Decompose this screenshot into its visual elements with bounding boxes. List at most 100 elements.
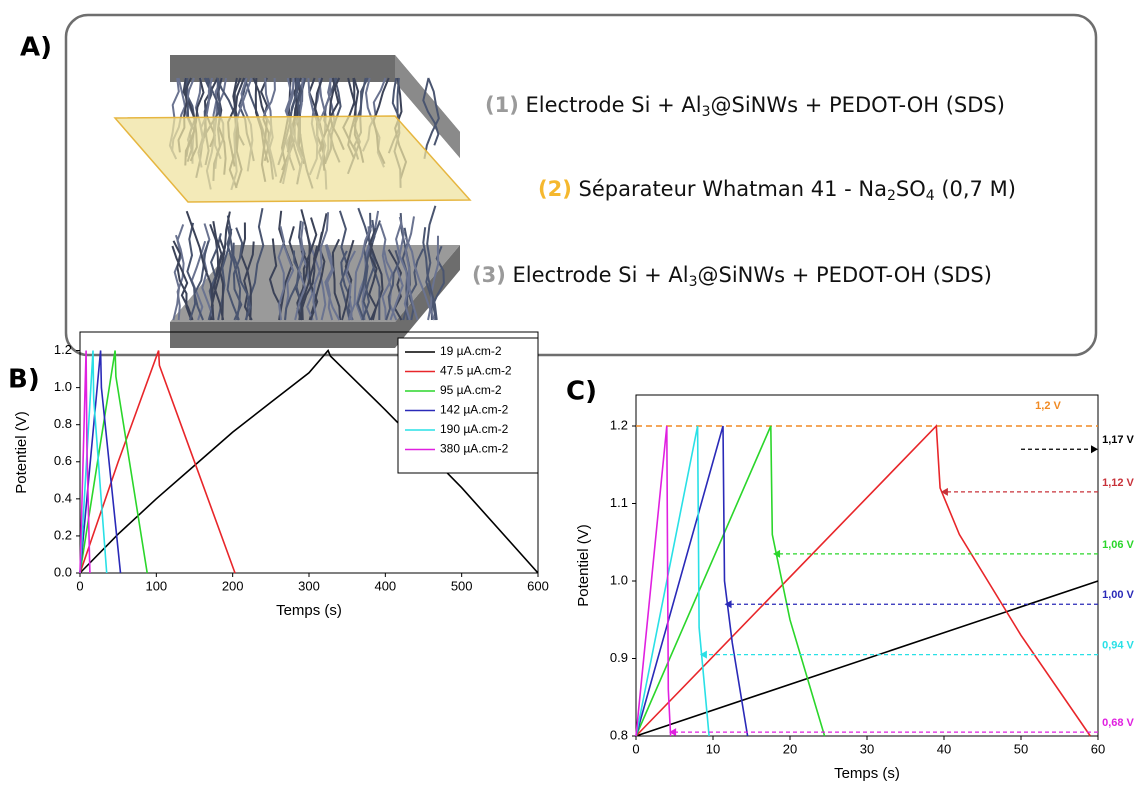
nanowire — [300, 213, 328, 321]
x-axis-label: Temps (s) — [276, 602, 342, 619]
nanowire — [174, 234, 185, 321]
space — [506, 263, 513, 287]
subscript: 3 — [689, 274, 698, 290]
x-tick-label: 60 — [1091, 741, 1105, 756]
item-part: Electrode Si + Al — [526, 93, 702, 117]
nanowire — [340, 250, 354, 321]
nanowire — [381, 249, 394, 321]
item-text: (1) Electrode Si + Al3@SiNWs + PEDOT-OH … — [485, 93, 1005, 120]
nanowire — [422, 227, 438, 321]
x-tick-label: 20 — [783, 741, 797, 756]
arrow-head — [773, 549, 781, 558]
x-tick-label: 40 — [937, 741, 951, 756]
nanowire — [284, 250, 302, 321]
nanowire — [268, 238, 282, 321]
legend-label: 190 µA.cm-2 — [440, 422, 509, 436]
arrow-head — [940, 487, 948, 496]
nanowire — [425, 205, 437, 321]
item-part: Séparateur Whatman 41 - Na — [579, 177, 887, 201]
y-tick-label: 1.0 — [610, 572, 628, 587]
series-line — [635, 424, 1091, 737]
series-line — [79, 350, 108, 574]
nanowire — [294, 221, 306, 321]
subscript: 4 — [926, 188, 935, 204]
nanowire — [172, 240, 193, 321]
item-part: Electrode Si + Al — [513, 263, 689, 287]
nanowire — [226, 228, 240, 321]
x-tick-label: 0 — [632, 741, 639, 756]
nanowire — [422, 77, 440, 146]
nanowire — [226, 225, 242, 321]
legend-label: 47.5 µA.cm-2 — [440, 364, 512, 378]
y-tick-label: 0.4 — [54, 490, 72, 505]
nanowire — [185, 210, 215, 321]
chart: C) 0 10 20 30 40 50 60 0.8 0.9 1.0 1.1 1.2 Temps (s) P… — [566, 377, 1135, 782]
nanowire — [347, 224, 373, 321]
legend-frame — [397, 337, 539, 474]
legend-label: 380 µA.cm-2 — [440, 442, 509, 456]
x-tick-label: 0 — [76, 578, 83, 593]
legend-label: 19 µA.cm-2 — [440, 344, 502, 358]
reference-label: 1,2 V — [1035, 400, 1061, 412]
y-tick-label: 1.1 — [610, 495, 628, 510]
y-tick-label: 1.2 — [610, 417, 628, 432]
nanowire — [331, 238, 342, 321]
bottom-electrode — [170, 245, 460, 348]
space — [519, 93, 526, 117]
nanowire — [301, 245, 319, 321]
nanowire — [232, 227, 244, 321]
y-tick-label: 0.8 — [54, 416, 72, 431]
series-line — [79, 350, 91, 574]
item-number: (3) — [472, 263, 506, 287]
subscript: 3 — [702, 104, 711, 120]
nanowire — [186, 222, 197, 321]
subscript: 2 — [887, 188, 896, 204]
space — [572, 177, 579, 201]
panel-label: A) — [20, 33, 52, 63]
nanowire — [341, 239, 355, 321]
item-text: (3) Electrode Si + Al3@SiNWs + PEDOT-OH … — [472, 263, 992, 290]
nanowire — [243, 241, 255, 321]
nanowire — [427, 235, 440, 321]
series-line — [79, 350, 148, 574]
nanowire — [324, 244, 341, 321]
nanowire — [368, 242, 378, 321]
y-tick-label: 0.8 — [610, 727, 628, 742]
y-tick-label: 1.2 — [54, 342, 72, 357]
x-axis-label: Temps (s) — [834, 765, 900, 782]
series-line — [635, 425, 749, 737]
nanowire — [171, 245, 194, 321]
arrow-head — [1091, 445, 1098, 454]
nanowire — [232, 242, 252, 321]
series-line — [635, 425, 672, 737]
item-part: (0,7 M) — [935, 177, 1016, 201]
item-number: (1) — [485, 93, 519, 117]
x-tick-label: 50 — [1014, 741, 1028, 756]
x-tick-label: 300 — [298, 578, 320, 593]
y-tick-label: 0.2 — [54, 527, 72, 542]
separator — [113, 115, 472, 203]
annotation-label: 0,94 V — [1102, 640, 1134, 652]
arrow-head — [724, 600, 732, 609]
nanowire — [423, 77, 440, 159]
x-tick-label: 100 — [145, 578, 167, 593]
x-tick-label: 200 — [222, 578, 244, 593]
y-tick-label: 0.9 — [610, 650, 628, 665]
nanowire — [404, 216, 419, 321]
nanowire — [395, 222, 411, 321]
x-tick-label: 600 — [527, 578, 549, 593]
annotation-label: 1,12 V — [1102, 477, 1134, 489]
nanowire — [312, 212, 330, 321]
nanowire — [324, 244, 335, 321]
y-tick-label: 0.6 — [54, 453, 72, 468]
y-axis-label: Potentiel (V) — [13, 411, 30, 494]
nanowire — [368, 228, 384, 321]
annotation-label: 1,06 V — [1102, 539, 1134, 551]
nanowire — [217, 215, 233, 321]
panel-label: B) — [8, 365, 40, 395]
nanowire — [277, 226, 286, 321]
nanowire — [404, 237, 436, 321]
device-diagram — [113, 55, 472, 348]
legend: 19 µA.cm-2 47.5 µA.cm-2 95 µA.cm-2 142 µA.c… — [397, 337, 539, 474]
